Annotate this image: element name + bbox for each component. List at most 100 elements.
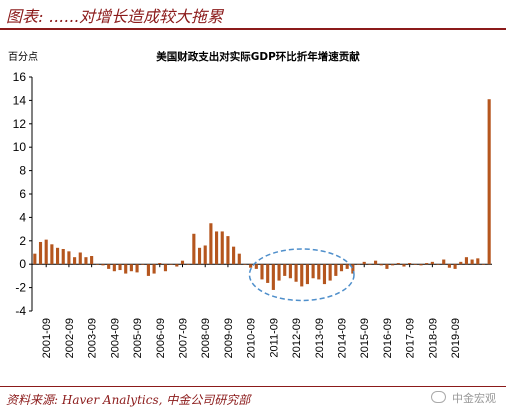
header-title: 图表: ......对增长造成较大拖累 bbox=[6, 7, 223, 26]
bar bbox=[78, 252, 82, 265]
bar bbox=[135, 264, 139, 273]
y-tick-label: 2 bbox=[19, 234, 26, 248]
bar bbox=[442, 259, 446, 265]
x-tick-label: 2002-09 bbox=[64, 318, 76, 358]
bar bbox=[453, 264, 457, 269]
bar bbox=[107, 264, 111, 269]
x-tick-label: 2016-09 bbox=[382, 318, 394, 358]
x-tick-label: 2008-09 bbox=[200, 318, 212, 358]
bar bbox=[226, 236, 230, 265]
bar bbox=[112, 264, 116, 272]
annotation-ellipse bbox=[248, 248, 355, 302]
x-tick-label: 2009-09 bbox=[223, 318, 235, 358]
x-tick-label: 2007-09 bbox=[177, 318, 189, 358]
bar bbox=[90, 256, 94, 265]
bar bbox=[203, 245, 207, 265]
bar bbox=[33, 253, 37, 265]
x-tick-label: 2006-09 bbox=[155, 318, 167, 358]
y-tick-label: 12 bbox=[13, 117, 27, 131]
bar bbox=[419, 264, 423, 266]
y-tick-label: 10 bbox=[13, 140, 27, 154]
bar bbox=[73, 257, 77, 265]
bar bbox=[180, 260, 185, 265]
bar bbox=[334, 264, 338, 276]
bar bbox=[305, 264, 309, 285]
footer-source: 资料来源: Haver Analytics, 中金公司研究部 bbox=[6, 393, 251, 407]
bar bbox=[339, 264, 344, 272]
y-tick-label: 8 bbox=[19, 164, 26, 178]
y-tick-label: 6 bbox=[19, 187, 26, 201]
bar bbox=[447, 264, 451, 268]
bar bbox=[288, 264, 292, 279]
bar bbox=[351, 264, 355, 274]
x-tick-label: 2005-09 bbox=[132, 318, 144, 358]
bar bbox=[232, 246, 236, 265]
bar bbox=[436, 264, 440, 265]
bar bbox=[50, 244, 54, 265]
bar bbox=[38, 241, 43, 265]
bar bbox=[356, 264, 361, 265]
bar bbox=[95, 264, 99, 265]
bar bbox=[55, 247, 60, 265]
bar bbox=[146, 264, 150, 276]
bar bbox=[385, 264, 389, 269]
bar bbox=[425, 263, 429, 265]
bar bbox=[61, 248, 65, 265]
bar bbox=[374, 260, 378, 265]
bar bbox=[368, 264, 372, 265]
y-tick-label: -4 bbox=[15, 304, 26, 318]
bar bbox=[101, 264, 105, 266]
bar bbox=[84, 257, 88, 265]
x-tick-label: 2011-09 bbox=[268, 318, 280, 358]
x-tick-label: 2003-09 bbox=[87, 318, 99, 358]
bar bbox=[118, 264, 122, 271]
x-tick-label: 2018-09 bbox=[427, 318, 439, 358]
chart: 百分点 美国财政支出对实际GDP环比折年增速贡献 -4 -2 0 2 4 6 8 10 12 14… bbox=[8, 50, 492, 358]
y-tick-label: -2 bbox=[15, 281, 26, 295]
bar bbox=[266, 264, 270, 283]
bar bbox=[175, 264, 179, 267]
chart-title: 美国财政支出对实际GDP环比折年增速贡献 bbox=[156, 50, 360, 63]
bar bbox=[243, 264, 247, 265]
x-tick-label: 2013-09 bbox=[314, 318, 326, 358]
bar bbox=[396, 263, 400, 265]
x-tick-label: 2004-09 bbox=[109, 318, 121, 358]
bar bbox=[124, 264, 128, 274]
bar bbox=[163, 264, 168, 272]
bar bbox=[328, 264, 332, 281]
bar bbox=[391, 264, 395, 266]
bars bbox=[33, 99, 491, 290]
y-tick-label: 16 bbox=[13, 70, 27, 84]
y-tick-label: 4 bbox=[19, 210, 26, 224]
bar bbox=[322, 264, 327, 285]
y-tick-label: 14 bbox=[13, 93, 27, 107]
bar bbox=[481, 264, 486, 265]
bar bbox=[402, 264, 406, 267]
bar bbox=[487, 99, 491, 265]
x-tick-label: 2001-09 bbox=[41, 318, 53, 358]
x-tick-label: 2017-09 bbox=[405, 318, 417, 358]
bar bbox=[283, 264, 287, 276]
bar bbox=[271, 264, 275, 290]
bar bbox=[197, 247, 202, 265]
bar bbox=[67, 251, 71, 265]
bar bbox=[141, 264, 145, 265]
bar bbox=[254, 264, 258, 269]
x-tick-label: 2015-09 bbox=[359, 318, 371, 358]
bar bbox=[464, 257, 469, 265]
bar bbox=[413, 264, 417, 265]
bar bbox=[317, 264, 321, 280]
x-tick-label: 2014-09 bbox=[337, 318, 349, 358]
bar bbox=[408, 263, 412, 265]
bar bbox=[129, 264, 133, 272]
wechat-icon bbox=[430, 391, 446, 403]
bar bbox=[249, 264, 253, 268]
bar bbox=[345, 264, 349, 269]
bar bbox=[476, 258, 480, 265]
bar bbox=[220, 231, 224, 265]
x-tick-label: 2010-09 bbox=[246, 318, 258, 358]
y-axis: -4 -2 0 2 4 6 8 10 12 14 16 bbox=[13, 70, 33, 318]
watermark-text: 中金宏观 bbox=[452, 392, 496, 405]
bar bbox=[152, 264, 156, 274]
bar bbox=[215, 231, 219, 265]
